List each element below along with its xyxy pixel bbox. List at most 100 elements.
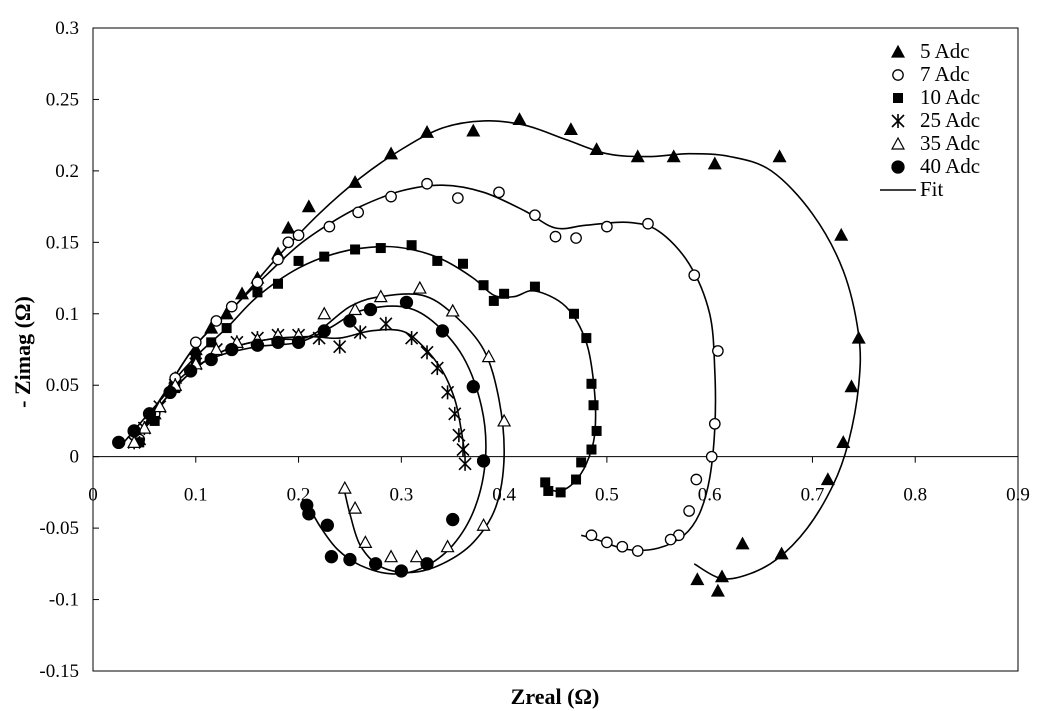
data-point bbox=[412, 280, 427, 294]
y-tick-label: 0.1 bbox=[55, 304, 79, 325]
data-point bbox=[379, 316, 393, 331]
data-point bbox=[585, 529, 598, 542]
data-point bbox=[394, 564, 408, 578]
plot-area-frame bbox=[92, 27, 1019, 672]
data-point bbox=[836, 435, 851, 448]
data-point bbox=[834, 227, 849, 241]
data-point bbox=[225, 300, 238, 313]
data-point bbox=[353, 325, 367, 340]
data-point bbox=[189, 336, 202, 349]
data-point bbox=[409, 549, 424, 563]
data-point bbox=[293, 255, 304, 266]
data-point bbox=[705, 450, 718, 463]
data-point bbox=[281, 220, 296, 234]
data-point bbox=[152, 399, 167, 413]
legend-marker bbox=[892, 69, 904, 81]
x-tick-label: 0 bbox=[88, 485, 98, 506]
data-point bbox=[493, 186, 505, 199]
data-point bbox=[576, 457, 587, 468]
data-point bbox=[272, 253, 284, 266]
x-tick-label: 0.5 bbox=[595, 485, 619, 506]
fit-curve bbox=[133, 245, 597, 493]
data-point bbox=[250, 338, 265, 352]
data-point bbox=[163, 385, 177, 400]
data-point bbox=[348, 175, 363, 188]
data-point bbox=[375, 243, 386, 254]
data-point bbox=[368, 557, 383, 571]
x-axis-title: Zreal (Ω) bbox=[511, 684, 600, 709]
data-point bbox=[440, 539, 455, 553]
legend-label: Fit bbox=[920, 177, 944, 201]
data-point bbox=[571, 474, 582, 485]
data-point bbox=[631, 545, 644, 557]
data-point bbox=[149, 415, 160, 426]
data-point bbox=[405, 331, 419, 346]
data-point bbox=[497, 413, 512, 427]
data-point bbox=[690, 572, 705, 586]
data-point bbox=[586, 378, 597, 389]
data-point bbox=[435, 324, 450, 338]
data-point bbox=[282, 236, 295, 249]
data-point bbox=[478, 280, 489, 291]
data-point bbox=[549, 230, 562, 243]
data-point bbox=[324, 550, 339, 564]
data-point bbox=[448, 406, 462, 421]
data-point bbox=[225, 342, 239, 357]
data-point bbox=[183, 364, 198, 378]
data-point bbox=[421, 177, 433, 190]
x-tick-label: 0.9 bbox=[1006, 485, 1030, 506]
data-point bbox=[476, 454, 491, 468]
data-point bbox=[384, 549, 399, 563]
data-point bbox=[384, 146, 399, 160]
data-point bbox=[570, 232, 582, 244]
data-point bbox=[466, 123, 481, 137]
y-tick-label: -0.05 bbox=[39, 518, 79, 539]
data-point bbox=[683, 505, 695, 517]
data-point bbox=[851, 330, 866, 344]
data-point bbox=[452, 192, 464, 204]
data-point bbox=[581, 333, 592, 344]
data-point bbox=[589, 142, 604, 156]
data-point bbox=[406, 240, 417, 251]
data-point bbox=[373, 289, 388, 303]
x-tick-label: 0.3 bbox=[389, 485, 413, 506]
data-point bbox=[688, 269, 701, 282]
data-point bbox=[452, 428, 466, 443]
data-point bbox=[642, 217, 654, 230]
data-point bbox=[529, 209, 541, 222]
data-point bbox=[348, 500, 363, 514]
legend-marker bbox=[890, 136, 906, 150]
data-point bbox=[488, 295, 499, 306]
data-point bbox=[666, 149, 681, 163]
x-axis-ticks: 0 0.1 0.2 0.3 0.4 0.5 0.6 0.7 0.8 0.9 bbox=[88, 456, 1030, 506]
data-point bbox=[466, 380, 480, 394]
data-point bbox=[555, 487, 566, 498]
data-point bbox=[710, 583, 725, 597]
data-point bbox=[137, 420, 152, 434]
data-point bbox=[219, 306, 234, 320]
data-point bbox=[333, 339, 347, 354]
x-tick-label: 0.8 bbox=[903, 485, 927, 506]
data-point bbox=[601, 536, 613, 549]
data-point bbox=[127, 435, 142, 448]
y-tick-label: 0.3 bbox=[55, 18, 79, 39]
data-point bbox=[690, 473, 703, 486]
data-point bbox=[420, 557, 434, 571]
x-tick-label: 0.4 bbox=[492, 485, 516, 506]
data-point bbox=[458, 258, 468, 269]
data-point bbox=[142, 407, 157, 421]
fit-curve bbox=[123, 305, 487, 575]
legend-label: 40 Adc bbox=[920, 154, 980, 178]
data-point bbox=[301, 199, 316, 213]
data-point bbox=[348, 302, 363, 316]
y-tick-label: 0.05 bbox=[46, 375, 79, 396]
data-point bbox=[204, 352, 218, 367]
data-point bbox=[430, 361, 444, 376]
legend-marker bbox=[893, 93, 903, 103]
legend-label: 25 Adc bbox=[920, 108, 980, 132]
legend-marker bbox=[891, 160, 905, 174]
y-tick-label: 0.25 bbox=[46, 89, 79, 110]
data-point bbox=[385, 190, 397, 203]
